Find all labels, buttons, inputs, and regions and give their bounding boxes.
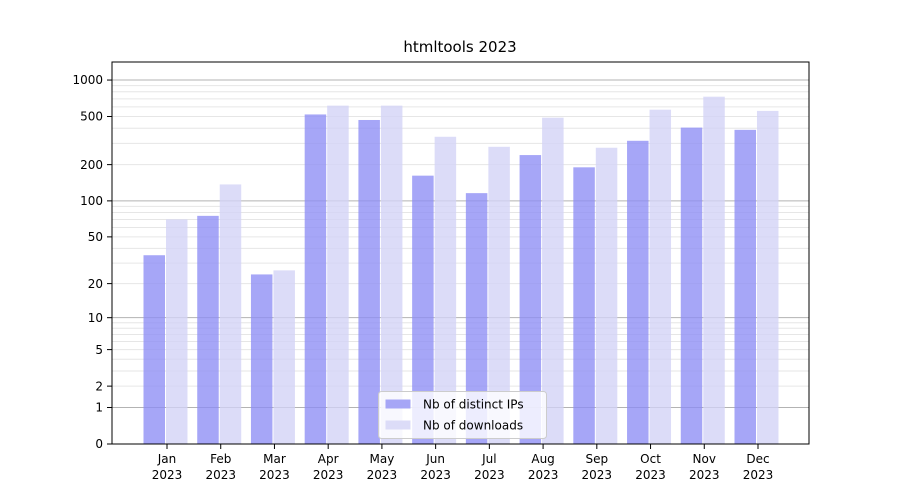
bar-distinct-ips-oct — [627, 140, 649, 444]
y-tick-label: 200 — [80, 158, 103, 172]
bar-distinct-ips-apr — [304, 114, 327, 445]
bar-downloads-feb — [219, 184, 242, 444]
bar-distinct-ips-jan — [143, 255, 165, 444]
x-tick-label: Aug 2023 — [528, 452, 559, 482]
y-tick-label: 1000 — [72, 73, 103, 87]
chart-title: htmltools 2023 — [403, 38, 516, 56]
x-tick-label: Jun 2023 — [420, 452, 451, 482]
bar-downloads-mar — [273, 270, 295, 444]
bar-layer — [143, 96, 779, 445]
y-tick-label: 0 — [95, 437, 103, 451]
x-tick-label: Oct 2023 — [635, 452, 666, 482]
bar-distinct-ips-feb — [197, 215, 219, 444]
bar-downloads-oct — [649, 109, 672, 445]
bar-downloads-jul — [488, 146, 510, 444]
bar-distinct-ips-mar — [250, 274, 273, 444]
x-tick-label: Apr 2023 — [313, 452, 344, 482]
y-tick-label: 5 — [95, 343, 103, 357]
bar-downloads-aug — [542, 117, 564, 445]
legend-swatch-distinct-ips-icon — [385, 399, 411, 409]
x-tick-label: Feb 2023 — [205, 452, 236, 482]
bar-downloads-sep — [595, 147, 618, 444]
bar-distinct-ips-jun — [412, 175, 434, 445]
bar-distinct-ips-aug — [519, 155, 542, 444]
x-tick-label: Dec 2023 — [743, 452, 774, 482]
legend-label-distinct-ips: Nb of distinct IPs — [423, 398, 524, 412]
bar-downloads-jun — [434, 136, 457, 444]
bar-downloads-nov — [703, 96, 725, 444]
bar-downloads-may — [380, 105, 403, 444]
bar-distinct-ips-sep — [573, 167, 595, 444]
x-tick-label: Nov 2023 — [689, 452, 720, 482]
y-tick-label: 2 — [95, 379, 103, 393]
plot-border — [111, 61, 810, 445]
x-tick-label: Jan 2023 — [152, 452, 183, 482]
bar-downloads-jan — [166, 219, 188, 444]
y-tick-label: 50 — [88, 230, 103, 244]
bar-downloads-apr — [327, 105, 349, 444]
y-tick-label: 100 — [80, 194, 103, 208]
legend-box — [378, 391, 547, 439]
legend-swatch-downloads-icon — [385, 420, 411, 430]
legend: Nb of distinct IPs Nb of downloads — [378, 391, 547, 439]
x-tick-label: Jul 2023 — [474, 452, 505, 482]
y-tick-label: 10 — [88, 311, 103, 325]
legend-label-downloads: Nb of downloads — [423, 419, 523, 433]
bar-distinct-ips-may — [358, 119, 380, 445]
bar-downloads-dec — [756, 110, 779, 444]
bar-distinct-ips-jul — [465, 193, 488, 444]
y-tick-label: 20 — [88, 277, 103, 291]
y-tick-label: 1 — [95, 401, 103, 415]
y-tick-label: 500 — [80, 110, 103, 124]
bar-distinct-ips-dec — [734, 129, 756, 444]
axis-layer: 0 1 2 5 10 20 50 100 200 500 1000 Jan 2023 Feb 2023 Mar… — [72, 61, 810, 482]
x-tick-label: Mar 2023 — [259, 452, 290, 482]
bar-distinct-ips-nov — [680, 127, 703, 445]
x-tick-label: Sep 2023 — [582, 452, 613, 482]
x-tick-label: May 2023 — [367, 452, 398, 482]
